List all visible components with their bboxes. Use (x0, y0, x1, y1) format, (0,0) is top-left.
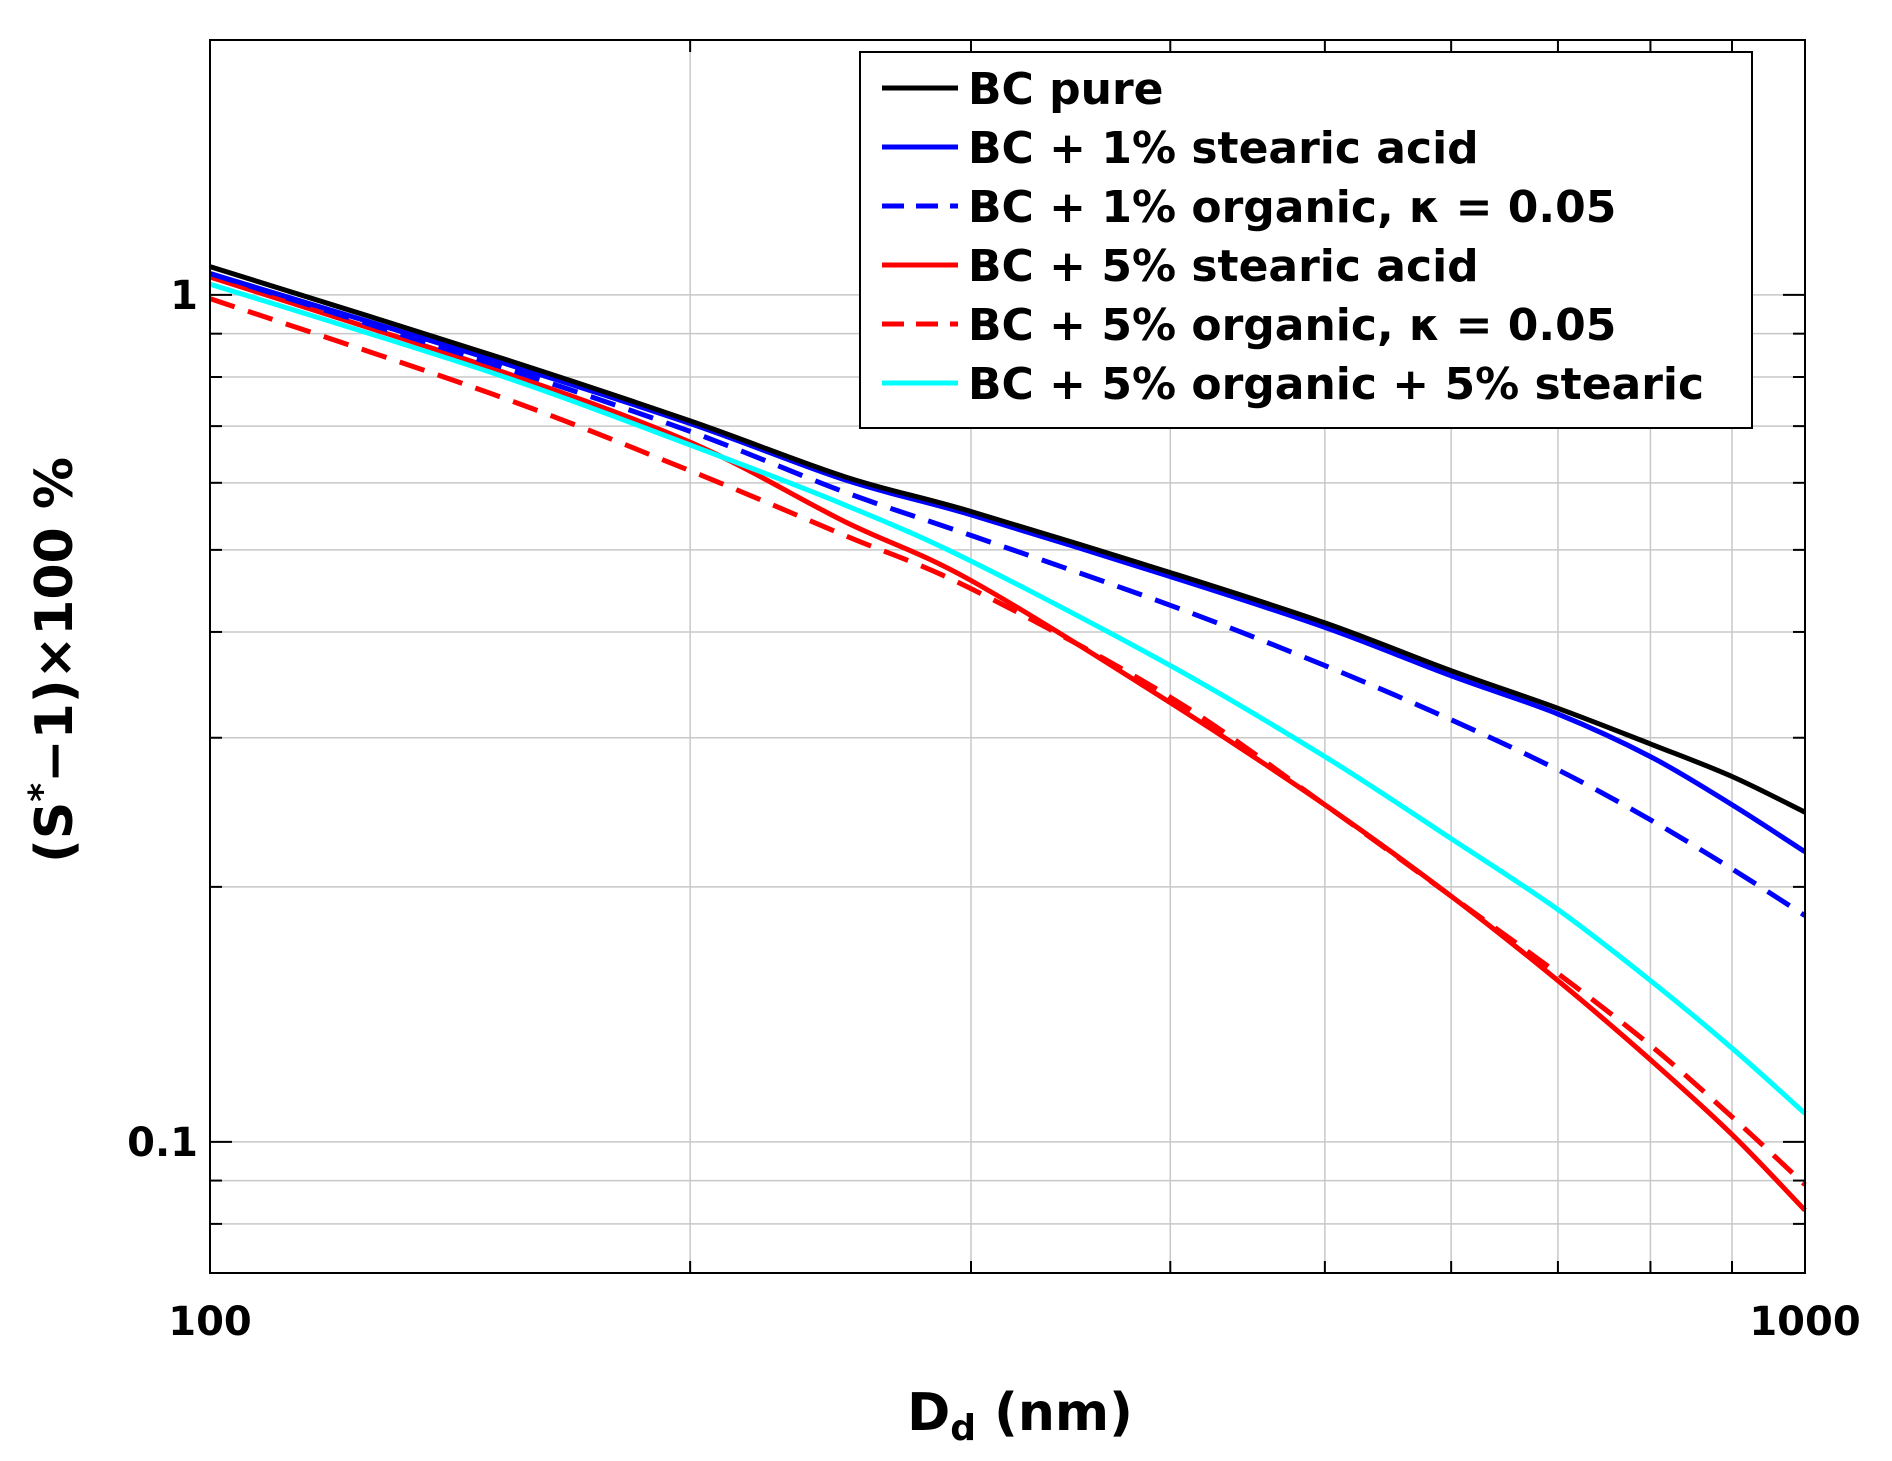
legend-item: BC + 1% organic, κ = 0.05 (882, 182, 1616, 233)
series-line-4 (209, 274, 1807, 1213)
plot-lines (209, 264, 1807, 1213)
legend-label: BC + 5% organic, κ = 0.05 (968, 300, 1616, 351)
x-axis-label-subscript: d (950, 1408, 976, 1449)
legend-item: BC + 1% stearic acid (882, 123, 1479, 174)
y-axis-label-part2: −1)×100 % (25, 457, 85, 783)
legend: BC pure BC + 1% stearic acid BC + 1% organ… (859, 51, 1753, 429)
legend-item: BC + 5% stearic acid (882, 241, 1479, 292)
legend-label: BC + 1% organic, κ = 0.05 (968, 182, 1616, 233)
y-axis-label-part1: (S (25, 802, 85, 863)
tick-labels: 100 1000 0.1 1 (127, 273, 1861, 1345)
axis-ticks (209, 39, 1806, 1274)
series-line-1 (209, 264, 1807, 815)
series-line-2 (209, 271, 1807, 854)
legend-item: BC + 5% organic, κ = 0.05 (882, 300, 1616, 351)
x-axis-label-unit: (nm) (976, 1383, 1133, 1443)
legend-label: BC + 5% organic + 5% stearic (968, 359, 1704, 410)
series-line-6 (209, 281, 1807, 1116)
series-line-3 (209, 271, 1807, 918)
y-axis-label: (S*−1)×100 % (22, 457, 85, 863)
x-axis-label: Dd (nm) (907, 1383, 1133, 1449)
x-axis-label-main: D (907, 1383, 950, 1443)
y-tick-label: 1 (170, 273, 198, 319)
legend-label: BC + 5% stearic acid (968, 241, 1479, 292)
x-tick-label: 1000 (1749, 1299, 1860, 1345)
legend-item: BC pure (882, 64, 1164, 115)
y-axis-label-superscript: * (22, 783, 63, 802)
legend-label: BC pure (968, 64, 1164, 115)
plot-frame (209, 39, 1806, 1274)
legend-box (859, 51, 1753, 429)
legend-label: BC + 1% stearic acid (968, 123, 1479, 174)
legend-item: BC + 5% organic + 5% stearic (882, 359, 1704, 410)
legend-items: BC pure BC + 1% stearic acid BC + 1% organ… (882, 64, 1704, 410)
y-tick-label: 0.1 (127, 1120, 198, 1166)
series-line-5 (209, 296, 1807, 1187)
x-tick-label: 100 (168, 1299, 252, 1345)
